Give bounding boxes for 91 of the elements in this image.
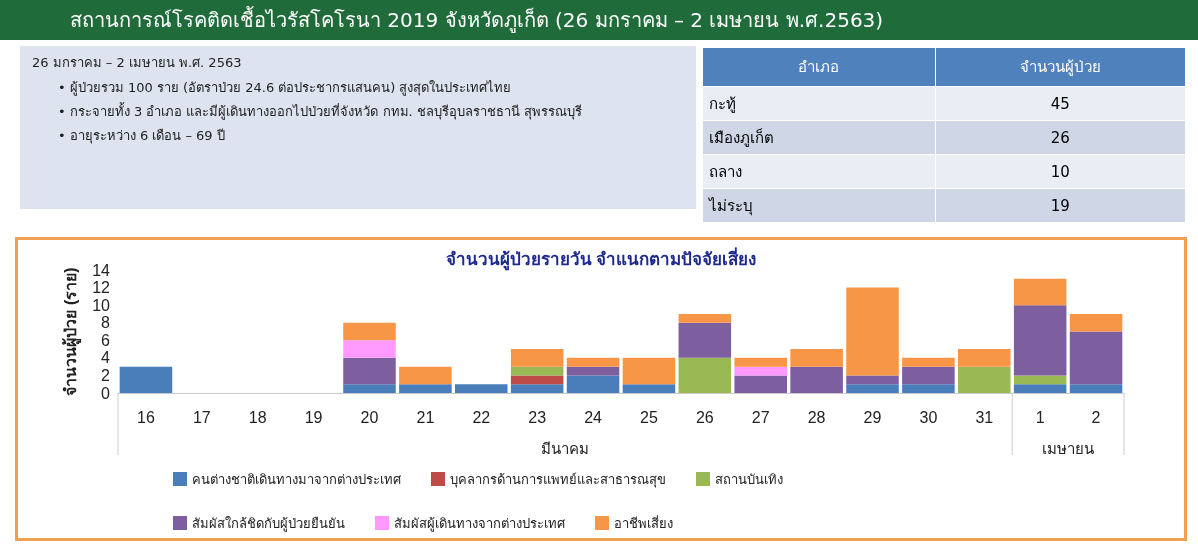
x-tick-label: 27 <box>751 408 770 426</box>
legend-label: อาชีพเสี่ยง <box>614 514 673 531</box>
bar <box>455 384 508 393</box>
chart-title: จำนวนผู้ป่วยรายวัน จำแนกตามปัจจัยเสี่ยง <box>445 247 757 271</box>
bar <box>1013 305 1067 376</box>
data-label: 45 <box>935 86 1186 121</box>
bar <box>510 375 564 385</box>
bar <box>902 366 955 385</box>
bar <box>343 384 396 393</box>
category-label: กะทู้ <box>702 86 936 121</box>
legend-label: สัมผัสผู้เดินทางจากต่างประเทศ <box>394 515 566 532</box>
bar <box>399 366 452 385</box>
x-tick-label: 23 <box>528 408 547 426</box>
bar <box>510 349 564 367</box>
x-tick-label: 1 <box>1035 408 1045 426</box>
legend-label: คนต่างชาติเดินทางมาจากต่างประเทศ <box>192 471 402 487</box>
bar <box>1069 331 1123 385</box>
bar <box>510 366 564 376</box>
bar <box>622 357 676 385</box>
y-tick-label: 2 <box>101 366 111 384</box>
x-tick-label: 18 <box>248 408 267 426</box>
bar <box>678 313 732 323</box>
x-tick-label: 31 <box>975 408 994 426</box>
bar <box>343 340 396 358</box>
y-tick-label: 8 <box>101 314 111 332</box>
bar <box>1013 384 1067 393</box>
category-label: เมืองภูเก็ต <box>702 120 936 155</box>
bar <box>958 349 1011 367</box>
category-label: ไม่ระบุ <box>702 188 936 223</box>
legend-label: บุคลากรด้านการแพทย์และสาธารณสุข <box>450 471 666 488</box>
y-tick-label: 10 <box>92 296 111 314</box>
text: จำนวนผู้ป่วย <box>935 47 1186 87</box>
text: • อายุระหว่าง 6 เดือน – 69 ปี <box>58 127 226 145</box>
text: มีนาคม <box>541 439 590 458</box>
bar <box>343 322 396 341</box>
x-tick-label: 30 <box>919 408 938 426</box>
bar <box>846 375 899 385</box>
text: • กระจายทั้ง 3 อำเภอ และมีผู้เดินทางออกไปป่วยที่จังหวัด กทม. ชลบุรีอุบลราชธานี สุพรรณบุรี <box>58 103 583 121</box>
bar <box>1069 384 1123 393</box>
x-tick-label: 20 <box>360 408 379 426</box>
x-tick-label: 22 <box>472 408 491 426</box>
text: • ผู้ป่วยรวม 100 ราย (อัตราป่วย 24.6 ต่อประชากรแสนคน) สูงสุดในประเทศไทย <box>58 79 513 97</box>
bar <box>566 375 620 393</box>
bar <box>510 384 564 393</box>
category-label: ถลาง <box>702 154 936 189</box>
x-tick-label: 25 <box>640 408 658 426</box>
bar <box>1013 278 1067 306</box>
bar <box>343 357 396 385</box>
bar <box>846 287 899 376</box>
bar <box>902 384 955 393</box>
bar <box>734 366 787 376</box>
x-tick-label: 16 <box>137 408 155 426</box>
bar <box>902 357 955 367</box>
x-tick-label: 29 <box>863 408 882 426</box>
bar <box>678 357 732 393</box>
bar <box>734 357 787 367</box>
bar <box>566 357 620 367</box>
data-label: 19 <box>935 188 1186 223</box>
bar <box>1013 375 1067 385</box>
bar <box>958 366 1011 393</box>
text: สถานการณ์โรคติดเชื้อไวรัสโคโรนา 2019 จังหวัดภูเก็ต (26 มกราคม – 2 เมษายน พ.ศ.2563) <box>0 0 1198 40</box>
legend-label: สัมผัสใกล้ชิดกับผู้ป่วยยืนยัน <box>192 515 345 532</box>
bar <box>399 384 452 393</box>
bar <box>566 366 620 376</box>
bar <box>622 384 676 393</box>
text: เมษายน <box>1042 439 1095 458</box>
y-tick-label: 6 <box>101 331 111 349</box>
bar <box>1069 313 1123 332</box>
x-tick-label: 17 <box>192 408 211 426</box>
y-tick-label: 0 <box>101 384 111 402</box>
bar <box>846 384 899 393</box>
y-tick-label: 4 <box>101 349 111 367</box>
x-tick-label: 19 <box>304 408 323 426</box>
y-tick-label: 12 <box>92 279 111 297</box>
bar <box>790 349 843 367</box>
x-tick-label: 21 <box>416 408 435 426</box>
x-tick-label: 2 <box>1091 408 1101 426</box>
legend-label: สถานบันเทิง <box>715 471 783 487</box>
bar <box>678 322 732 358</box>
x-tick-label: 28 <box>807 408 826 426</box>
bar <box>119 366 173 393</box>
y-tick-label: 14 <box>92 261 111 279</box>
data-label: 10 <box>935 154 1186 189</box>
x-tick-label: 24 <box>584 408 603 426</box>
data-label: 26 <box>935 120 1186 155</box>
y-axis-title: จำนวนผู้ป่วย (ราย) <box>61 267 82 396</box>
bar <box>790 366 843 393</box>
text: 26 มกราคม – 2 เมษายน พ.ศ. 2563 <box>32 54 243 72</box>
bar <box>734 375 787 393</box>
text: อำเภอ <box>702 47 936 87</box>
x-tick-label: 26 <box>695 408 714 426</box>
